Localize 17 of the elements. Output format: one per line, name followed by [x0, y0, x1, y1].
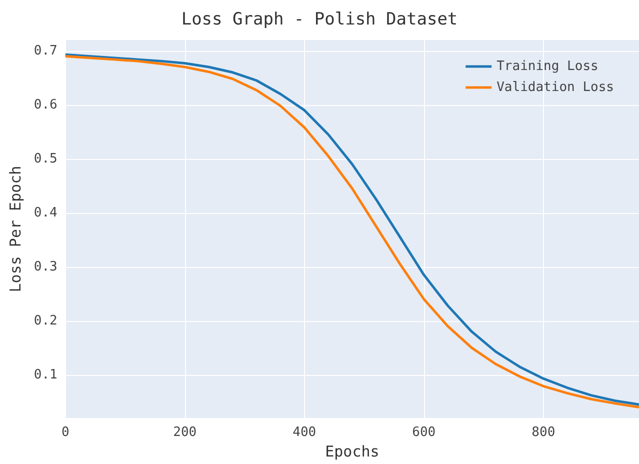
x-tick-label: 400 [292, 425, 316, 440]
y-axis-title: Loss Per Epoch [6, 166, 24, 292]
legend-label: Validation Loss [496, 80, 614, 95]
y-tick-label: 0.1 [34, 367, 58, 382]
x-axis-title: Epochs [325, 442, 380, 460]
x-tick-label: 200 [173, 425, 197, 440]
y-tick-label: 0.5 [34, 151, 58, 166]
y-tick-label: 0.7 [34, 43, 58, 58]
chart-title: Loss Graph - Polish Dataset [181, 10, 458, 30]
y-tick-label: 0.3 [34, 259, 58, 274]
x-tick-label: 0 [61, 425, 70, 440]
y-tick-label: 0.6 [34, 97, 58, 112]
x-tick-label: 800 [532, 425, 556, 440]
y-tick-label: 0.2 [34, 313, 58, 328]
legend-label: Training Loss [496, 59, 598, 74]
y-tick-label: 0.4 [34, 205, 58, 220]
x-tick-label: 600 [412, 425, 436, 440]
